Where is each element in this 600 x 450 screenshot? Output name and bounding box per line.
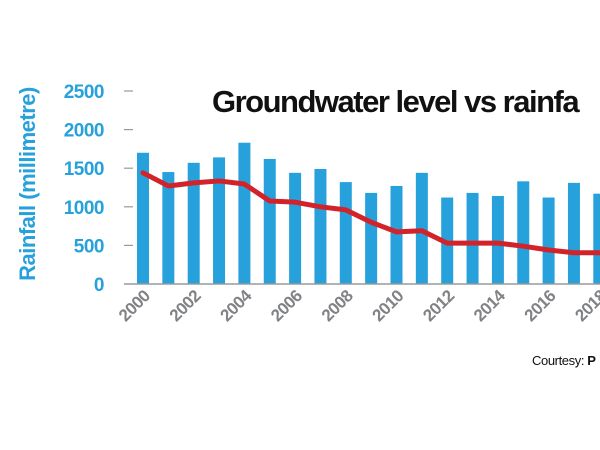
bar-2008 — [339, 182, 352, 284]
x-tick-label: 2002 — [166, 286, 205, 325]
bar-2018 — [593, 193, 600, 284]
bar-2006 — [289, 172, 302, 284]
bar-2015 — [517, 181, 530, 284]
bar-2007 — [314, 168, 327, 284]
y-tick-label: 1500 — [64, 159, 104, 180]
credit-prefix: Courtesy: — [532, 353, 587, 368]
y-tick-label: 0 — [94, 275, 104, 296]
bar-2001 — [162, 172, 175, 284]
x-tick-label: 2008 — [318, 286, 357, 325]
x-tick-label: 2006 — [267, 286, 306, 325]
x-tick-label: 2018 — [571, 286, 600, 325]
bar-2017 — [567, 182, 580, 284]
x-tick-label: 2012 — [419, 286, 458, 325]
y-tick-label: 500 — [74, 236, 104, 257]
bar-2002 — [187, 162, 200, 284]
x-tick-label: 2000 — [115, 286, 154, 325]
y-axis-label: Rainfall (millimetre) — [15, 87, 40, 281]
line-layer — [140, 170, 600, 256]
bars-layer — [137, 142, 600, 284]
x-tick-label: 2004 — [216, 286, 256, 326]
bar-2000 — [137, 152, 149, 284]
credit-text: Courtesy: P — [532, 353, 596, 368]
x-tick-label: 2010 — [369, 286, 408, 325]
y-tick-label: 1000 — [64, 198, 104, 219]
bar-2004 — [238, 142, 251, 284]
bar-2009 — [365, 192, 378, 284]
bar-2003 — [213, 157, 226, 284]
bar-2014 — [491, 195, 504, 284]
bar-2016 — [542, 197, 555, 284]
y-tick-label: 2500 — [64, 82, 104, 103]
credit-source: P — [587, 353, 596, 368]
bar-2013 — [466, 192, 479, 284]
bar-2005 — [263, 158, 276, 284]
bar-2010 — [390, 185, 403, 284]
x-tick-label: 2014 — [470, 286, 510, 326]
chart-title: Groundwater level vs rainfa — [212, 84, 580, 119]
x-tick-label: 2016 — [521, 286, 560, 325]
y-tick-label: 2000 — [64, 121, 104, 142]
